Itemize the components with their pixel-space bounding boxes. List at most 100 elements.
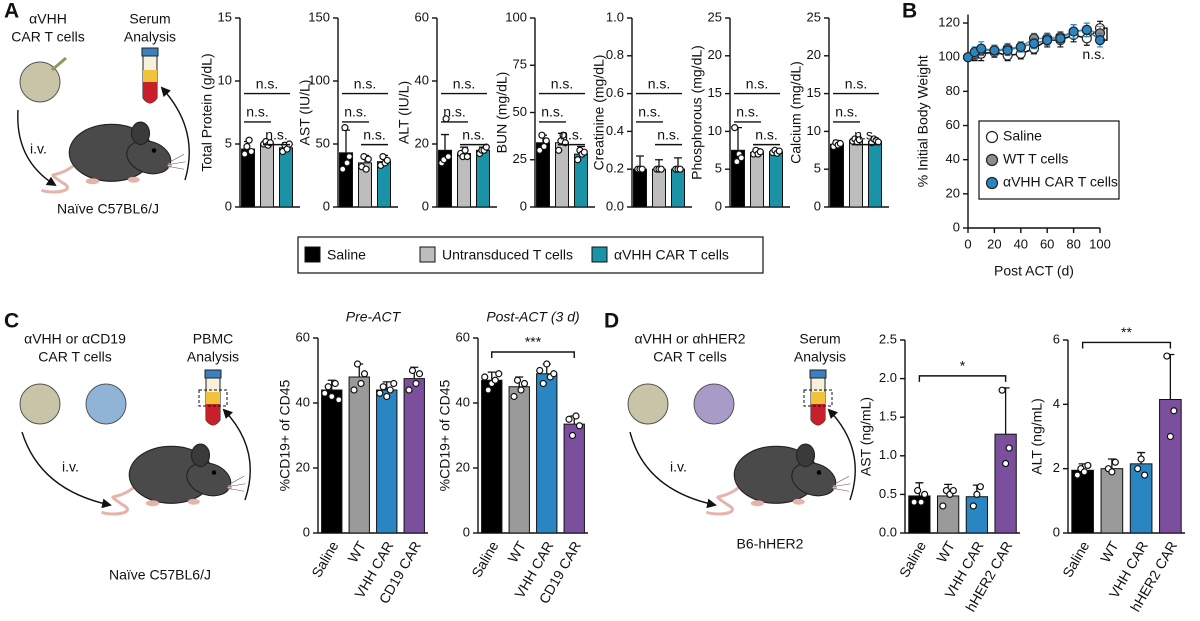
label: Naïve C57BL6/J <box>109 567 211 583</box>
bar <box>241 148 255 208</box>
data-point <box>241 150 249 158</box>
cell-icon <box>627 383 669 425</box>
data-point <box>550 370 558 378</box>
significance-label: n.s. <box>835 104 858 120</box>
arrow <box>222 408 251 501</box>
data-point <box>737 154 745 162</box>
y-tick-label: 15 <box>708 85 722 100</box>
data-point <box>574 156 582 164</box>
data-point <box>949 486 957 495</box>
data-point <box>1015 41 1026 53</box>
data-point <box>989 45 1000 56</box>
legend-label: Saline <box>1003 128 1042 144</box>
y-tick-label: 2 <box>1053 460 1060 475</box>
data-point <box>969 502 977 510</box>
y-tick-label: 50 <box>513 104 527 119</box>
tube-icon <box>809 369 827 426</box>
significance-label: n.s. <box>1082 46 1105 62</box>
data-point <box>331 379 339 388</box>
y-tick-label: 20 <box>415 135 429 150</box>
x-tick-label: Saline <box>308 538 341 580</box>
bar <box>403 378 425 534</box>
panel-letter: B <box>902 0 917 23</box>
y-tick-label: 20 <box>296 459 310 474</box>
arrow <box>17 109 57 187</box>
y-axis-label: Creatinine (mg/dL) <box>591 55 607 171</box>
data-point <box>341 124 349 132</box>
significance-label: *** <box>525 334 542 350</box>
x-tick-label: 40 <box>1014 236 1028 251</box>
x-axis-label: Post ACT (d) <box>994 263 1074 279</box>
label: Serum <box>129 11 170 27</box>
data-point <box>412 379 420 388</box>
data-point <box>484 386 492 394</box>
data-point <box>538 131 546 139</box>
bar <box>563 423 585 534</box>
y-axis-label: Total Protein (g/dL) <box>199 53 215 171</box>
label: αVHH or αhHER2 <box>634 331 745 347</box>
x-tick-label: WT <box>1097 538 1122 565</box>
legend-swatch <box>419 246 436 263</box>
y-tick-label: 25 <box>708 9 722 24</box>
y-tick-label: 40 <box>456 394 470 409</box>
data-point <box>461 146 469 154</box>
data-point <box>360 370 369 378</box>
y-axis-label: AST (IU/L) <box>297 80 313 146</box>
y-tick-label: 60 <box>415 9 429 24</box>
legend-label: Untransduced T cells <box>442 247 573 263</box>
y-tick-label: 0.0 <box>879 524 897 539</box>
significance-label: n.s. <box>256 75 279 91</box>
significance-bracket <box>918 375 1007 382</box>
x-tick-label: WT <box>504 538 529 565</box>
y-tick-label: 0 <box>953 219 960 234</box>
y-tick-label: 10 <box>218 72 232 87</box>
data-point <box>1042 35 1053 46</box>
data-point <box>921 490 929 498</box>
significance-bracket <box>1103 27 1108 41</box>
y-tick-label: 5 <box>225 135 232 150</box>
data-point <box>543 360 551 368</box>
tube-icon <box>204 369 222 426</box>
error-bar <box>1166 353 1175 400</box>
data-point <box>339 165 347 173</box>
data-point <box>350 386 358 394</box>
bar <box>769 151 783 208</box>
y-axis-label: Calcium (mg/dL) <box>788 61 804 164</box>
data-point <box>1084 461 1092 470</box>
y-axis-label: %CD19+ of CD45 <box>277 379 293 491</box>
data-point <box>357 379 365 388</box>
data-point <box>517 386 525 394</box>
significance-label: n.s. <box>854 126 877 142</box>
significance-label: n.s. <box>363 126 386 142</box>
y-tick-label: 20 <box>456 459 470 474</box>
y-axis-label: BUN (mg/dL) <box>494 72 510 154</box>
data-point <box>676 165 684 173</box>
bar <box>994 433 1017 534</box>
label: CAR T cells <box>11 29 84 45</box>
data-point <box>364 155 372 163</box>
legend-swatch <box>304 246 321 263</box>
legend-marker <box>985 176 999 190</box>
label: i.v. <box>30 141 47 157</box>
significance-label: n.s. <box>755 126 778 142</box>
data-point <box>1166 432 1174 441</box>
significance-label: n.s. <box>638 104 661 120</box>
cell-icon <box>51 56 67 72</box>
data-point <box>376 389 384 397</box>
y-tick-label: 20 <box>708 47 722 62</box>
data-point <box>1108 468 1116 476</box>
data-point <box>405 386 413 394</box>
data-point <box>580 148 588 156</box>
y-tick-label: 5 <box>814 161 821 176</box>
label: B6-hHER2 <box>737 536 804 552</box>
bar <box>671 168 685 208</box>
highlight-box <box>198 389 228 407</box>
data-point <box>559 131 567 139</box>
bar <box>476 149 490 208</box>
y-tick-label: 0.8 <box>606 47 624 62</box>
y-tick-label: 40 <box>296 394 310 409</box>
legend-label: αVHH CAR T cells <box>1003 174 1118 190</box>
legend-label: Saline <box>327 247 366 263</box>
x-tick-label: Saline <box>1059 538 1092 580</box>
y-tick-label: 60 <box>456 329 470 344</box>
